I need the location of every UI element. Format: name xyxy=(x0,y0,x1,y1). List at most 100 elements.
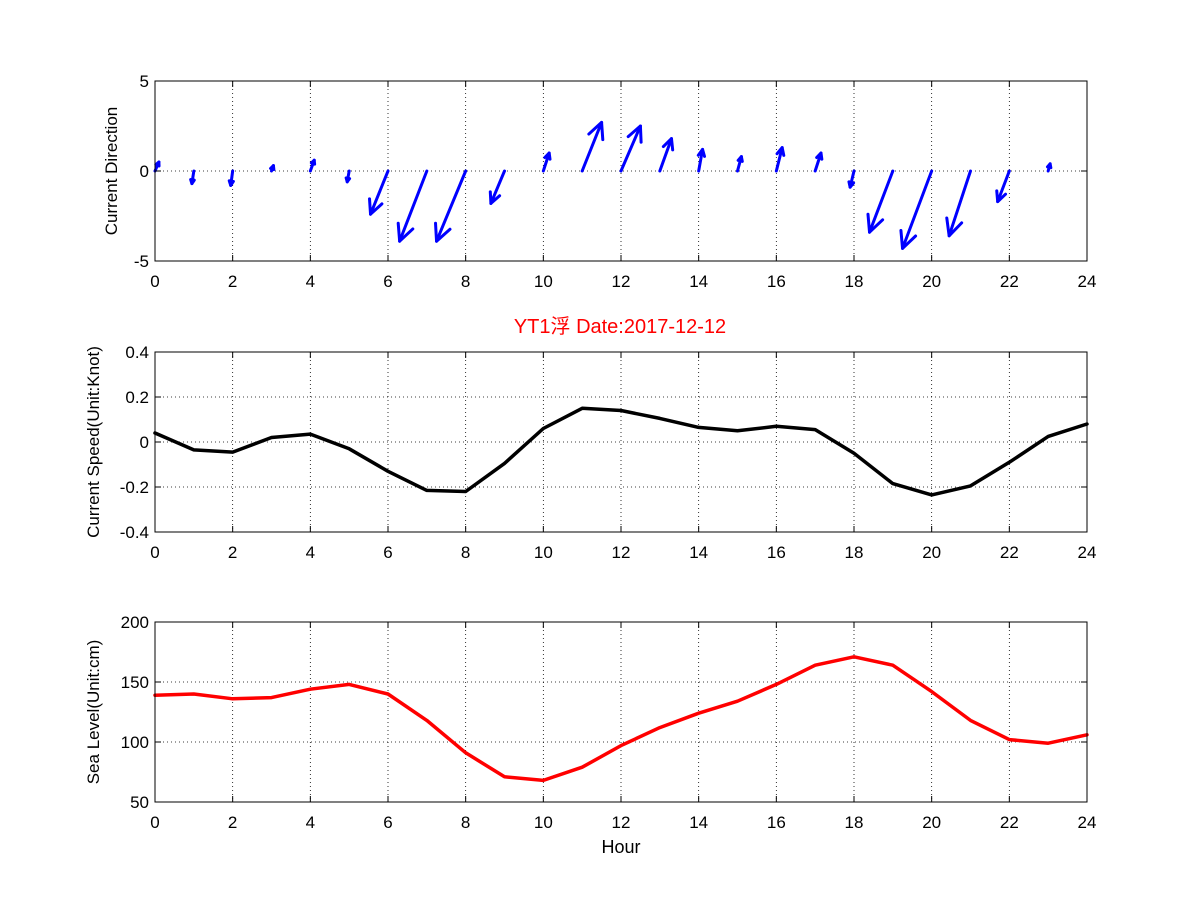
current-speed-series-line xyxy=(153,406,1089,497)
current-direction-x-tick-label: 14 xyxy=(689,272,708,291)
arrow-head xyxy=(189,178,196,186)
arrow-head xyxy=(344,176,352,184)
arrow-head xyxy=(368,197,384,216)
current-direction-arrow xyxy=(189,169,196,186)
arrow-shaft xyxy=(868,169,895,234)
current-direction-arrow xyxy=(619,124,643,173)
arrow-head xyxy=(154,160,161,168)
sea-level-series-line xyxy=(153,655,1089,783)
arrow-shaft xyxy=(996,169,1011,204)
arrow-shaft xyxy=(774,146,784,173)
current-direction-arrow xyxy=(945,169,972,238)
arrow-head xyxy=(995,189,1008,204)
arrow-head xyxy=(269,164,276,172)
current-direction-arrow xyxy=(995,169,1011,204)
arrow-head xyxy=(899,228,918,250)
arrow-shaft xyxy=(947,169,972,238)
sea-level-x-tick-label: 4 xyxy=(306,813,315,832)
current-direction-arrow xyxy=(269,164,276,173)
arrow-shaft xyxy=(489,169,506,205)
arrow-head xyxy=(227,179,235,187)
current-direction-arrow xyxy=(308,158,317,173)
arrow-shaft xyxy=(658,137,673,173)
current-speed-y-tick-label: 0.4 xyxy=(125,343,149,362)
current-direction-x-tick-label: 16 xyxy=(767,272,786,291)
current-direction-x-tick-label: 18 xyxy=(845,272,864,291)
arrow-head xyxy=(309,158,317,166)
arrow-head xyxy=(1045,162,1053,170)
current-direction-x-tick-label: 6 xyxy=(383,272,392,291)
arrow-shaft xyxy=(398,169,429,243)
current-direction-x-tick-label: 24 xyxy=(1078,272,1097,291)
sea-level-y-tick-label: 150 xyxy=(121,673,149,692)
current-speed-y-tick-label: 0 xyxy=(140,433,149,452)
current-direction-arrow xyxy=(153,160,161,173)
arrow-shaft xyxy=(369,169,390,216)
current-direction-arrow xyxy=(736,155,744,173)
current-direction-arrow xyxy=(344,169,352,184)
current-speed-x-tick-label: 4 xyxy=(306,543,315,562)
current-direction-arrow xyxy=(847,169,856,189)
current-direction-arrow xyxy=(488,169,506,205)
current-direction-arrow xyxy=(396,169,429,243)
sea-level-y-tick-label: 50 xyxy=(130,793,149,812)
current-direction-arrow xyxy=(227,169,235,187)
sea-level-y-axis-label: Sea Level(Unit:cm) xyxy=(84,640,103,785)
current-direction-arrow xyxy=(541,151,552,173)
current-direction-arrow xyxy=(866,169,895,234)
current-speed-x-tick-label: 12 xyxy=(612,543,631,562)
arrow-shaft xyxy=(901,169,934,250)
current-speed-y-tick-label: -0.2 xyxy=(120,478,149,497)
current-direction-x-tick-label: 22 xyxy=(1000,272,1019,291)
arrow-head xyxy=(587,120,605,142)
current-speed-x-tick-label: 14 xyxy=(689,543,708,562)
figure-title: YT1浮 Date:2017-12-12 xyxy=(514,315,726,338)
sea-level-x-tick-label: 2 xyxy=(228,813,237,832)
sea-level-x-tick-label: 0 xyxy=(150,813,159,832)
current-speed-x-tick-label: 10 xyxy=(534,543,553,562)
current-direction-arrow xyxy=(368,169,390,216)
sea-level-x-axis-label: Hour xyxy=(601,837,640,857)
current-direction-y-tick-label: 0 xyxy=(140,162,149,181)
sea-level-x-tick-label: 18 xyxy=(845,813,864,832)
arrow-shaft xyxy=(435,169,468,243)
current-speed-panel: 0 2 4 6 8 10 12 14 16 18 20 22 24-0.4-0.200.20.4Curr… xyxy=(84,343,1096,562)
current-direction-arrow xyxy=(1045,162,1053,173)
current-speed-x-tick-label: 6 xyxy=(383,543,392,562)
current-direction-x-tick-label: 12 xyxy=(612,272,631,291)
arrow-head xyxy=(396,221,415,243)
current-speed-y-axis-label: Current Speed(Unit:Knot) xyxy=(84,346,103,538)
current-direction-arrow xyxy=(658,137,675,173)
current-speed-x-tick-label: 24 xyxy=(1078,543,1097,562)
sea-level-x-tick-label: 24 xyxy=(1078,813,1097,832)
current-speed-x-tick-label: 18 xyxy=(845,543,864,562)
arrow-head xyxy=(488,190,502,205)
current-direction-x-tick-label: 0 xyxy=(150,272,159,291)
sea-level-x-tick-label: 12 xyxy=(612,813,631,832)
current-speed-x-tick-label: 2 xyxy=(228,543,237,562)
current-direction-x-tick-label: 20 xyxy=(922,272,941,291)
sea-level-y-tick-label: 200 xyxy=(121,613,149,632)
current-direction-x-tick-label: 4 xyxy=(306,272,315,291)
current-speed-y-tick-label: -0.4 xyxy=(120,523,149,542)
current-direction-y-tick-label: 5 xyxy=(140,72,149,91)
current-direction-arrow xyxy=(774,146,786,173)
arrow-head xyxy=(543,151,552,161)
sea-level-x-tick-label: 8 xyxy=(461,813,470,832)
sea-level-y-tick-label: 100 xyxy=(121,733,149,752)
arrow-head xyxy=(696,147,706,158)
current-direction-y-axis-label: Current Direction xyxy=(102,107,121,236)
arrow-head xyxy=(847,180,856,189)
arrow-head xyxy=(815,151,824,161)
arrow-head xyxy=(945,216,964,238)
arrow-shaft xyxy=(580,120,604,173)
arrow-head xyxy=(736,155,744,163)
arrow-shaft xyxy=(619,124,642,173)
current-speed-x-tick-label: 0 xyxy=(150,543,159,562)
sea-level-x-tick-label: 20 xyxy=(922,813,941,832)
current-speed-x-tick-label: 22 xyxy=(1000,543,1019,562)
current-direction-arrow xyxy=(696,147,706,173)
